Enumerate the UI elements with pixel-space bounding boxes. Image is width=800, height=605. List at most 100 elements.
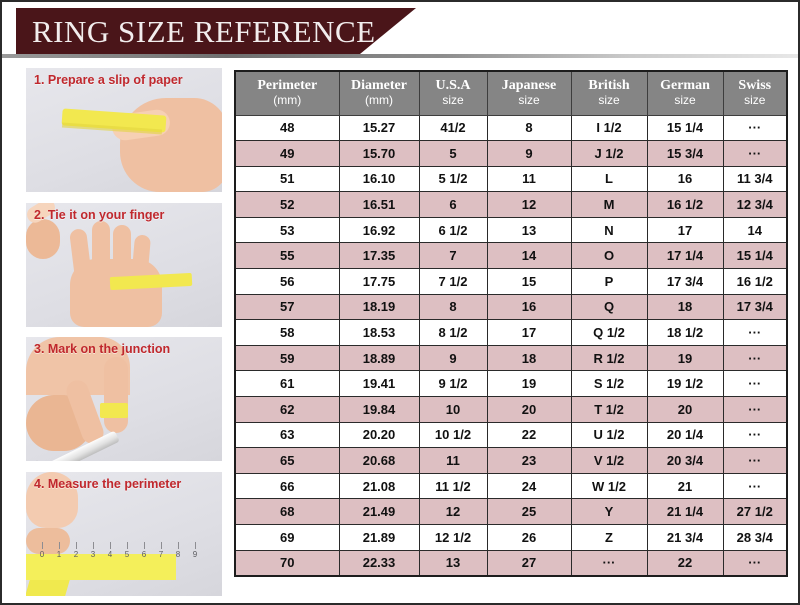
paper-strip (100, 403, 128, 419)
column-header-perimeter[interactable]: Perimeter (mm) (234, 70, 340, 116)
column-header-swiss[interactable]: Swiss size (722, 70, 788, 116)
title-banner: RING SIZE REFERENCE (2, 8, 798, 56)
column-header-sub: size (518, 92, 540, 107)
table-row[interactable]: 55 17.35 7 14 O 17 1/4 15 1/4 (234, 242, 788, 270)
table-row[interactable]: 61 19.41 9 1/2 19 S 1/2 19 1/2 ··· (234, 370, 788, 398)
cell-usa: 9 1/2 (418, 370, 488, 398)
cell-german: 15 1/4 (646, 114, 724, 142)
paper-strip (26, 553, 176, 580)
cell-diameter: 21.08 (338, 472, 420, 500)
ruler-tick (110, 541, 111, 549)
step-1-photo (26, 68, 222, 192)
cell-british: S 1/2 (570, 370, 648, 398)
cell-japanese: 12 (486, 191, 572, 218)
table-row[interactable]: 51 16.10 5 1/2 11 L 16 11 3/4 (234, 165, 788, 193)
cell-swiss: ··· (722, 396, 788, 423)
cell-swiss: ··· (722, 140, 788, 167)
table-row[interactable]: 69 21.89 12 1/2 26 Z 21 3/4 28 3/4 (234, 524, 788, 551)
column-header-main: German (660, 78, 710, 93)
table-row[interactable]: 52 16.51 6 12 M 16 1/2 12 3/4 (234, 191, 788, 218)
cell-british: M (570, 191, 648, 218)
column-header-usa[interactable]: U.S.A size (418, 70, 488, 116)
cell-german: 21 1/4 (646, 498, 724, 525)
table-row[interactable]: 70 22.33 13 27 ··· 22 ··· (234, 549, 788, 577)
table-row[interactable]: 62 19.84 10 20 T 1/2 20 ··· (234, 396, 788, 423)
cell-usa: 6 1/2 (418, 216, 488, 244)
cell-japanese: 20 (486, 396, 572, 423)
cell-swiss: 28 3/4 (722, 524, 788, 551)
cell-japanese: 26 (486, 524, 572, 551)
table-row[interactable]: 53 16.92 6 1/2 13 N 17 14 (234, 216, 788, 244)
ruler-tick-label: 4 (107, 549, 113, 559)
ruler-tick-label: 5 (124, 549, 130, 559)
cell-usa: 7 1/2 (418, 268, 488, 295)
instruction-steps: 1. Prepare a slip of paper 2. Tie it on … (26, 68, 222, 596)
table-row[interactable]: 56 17.75 7 1/2 15 P 17 3/4 16 1/2 (234, 268, 788, 295)
cell-diameter: 18.19 (338, 293, 420, 321)
cell-swiss: 15 1/4 (722, 242, 788, 270)
cell-japanese: 23 (486, 447, 572, 474)
table-row[interactable]: 68 21.49 12 25 Y 21 1/4 27 1/2 (234, 498, 788, 525)
cell-perimeter: 66 (234, 472, 340, 500)
column-header-main: Japanese (501, 78, 557, 93)
table-row[interactable]: 59 18.89 9 18 R 1/2 19 ··· (234, 344, 788, 372)
finger-shape (92, 220, 110, 279)
column-header-british[interactable]: British size (570, 70, 648, 116)
cell-japanese: 16 (486, 293, 572, 321)
cell-british: W 1/2 (570, 472, 648, 500)
cell-japanese: 13 (486, 216, 572, 244)
page-title: RING SIZE REFERENCE (32, 14, 376, 49)
table-row[interactable]: 58 18.53 8 1/2 17 Q 1/2 18 1/2 ··· (234, 319, 788, 346)
cell-perimeter: 70 (234, 549, 340, 577)
cell-diameter: 16.92 (338, 216, 420, 244)
column-header-german[interactable]: German size (646, 70, 724, 116)
cell-swiss: 27 1/2 (722, 498, 788, 525)
column-header-diameter[interactable]: Diameter (mm) (338, 70, 420, 116)
cell-british: J 1/2 (570, 140, 648, 167)
cell-british: R 1/2 (570, 344, 648, 372)
cell-japanese: 9 (486, 140, 572, 167)
cell-swiss: 16 1/2 (722, 268, 788, 295)
cell-perimeter: 63 (234, 421, 340, 449)
cell-british: Q (570, 293, 648, 321)
ruler-tick (127, 541, 128, 549)
cell-diameter: 20.68 (338, 447, 420, 474)
column-header-main: British (588, 78, 630, 93)
cell-perimeter: 62 (234, 396, 340, 423)
table-row[interactable]: 48 15.27 41/2 8 I 1/2 15 1/4 ··· (234, 114, 788, 142)
table-row[interactable]: 65 20.68 11 23 V 1/2 20 3/4 ··· (234, 447, 788, 474)
cell-usa: 11 (418, 447, 488, 474)
ruler-tick-label: 7 (158, 549, 164, 559)
step-3-mark-junction: 3. Mark on the junction (26, 337, 222, 462)
cell-german: 21 3/4 (646, 524, 724, 551)
cell-british: I 1/2 (570, 114, 648, 142)
cell-usa: 12 1/2 (418, 524, 488, 551)
ruler-tick (42, 541, 43, 549)
ruler-tick (178, 541, 179, 549)
cell-swiss: ··· (722, 549, 788, 577)
cell-british: Y (570, 498, 648, 525)
cell-swiss: ··· (722, 472, 788, 500)
cell-german: 17 1/4 (646, 242, 724, 270)
cell-perimeter: 52 (234, 191, 340, 218)
ruler-tick-label: 0 (39, 549, 45, 559)
table-row[interactable]: 57 18.19 8 16 Q 18 17 3/4 (234, 293, 788, 321)
cell-german: 17 (646, 216, 724, 244)
cell-diameter: 15.27 (338, 114, 420, 142)
ruler-tick (144, 541, 145, 549)
cell-japanese: 14 (486, 242, 572, 270)
cell-japanese: 27 (486, 549, 572, 577)
cell-japanese: 15 (486, 268, 572, 295)
table-row[interactable]: 66 21.08 11 1/2 24 W 1/2 21 ··· (234, 472, 788, 500)
table-row[interactable]: 63 20.20 10 1/2 22 U 1/2 20 1/4 ··· (234, 421, 788, 449)
table-body: 48 15.27 41/2 8 I 1/2 15 1/4 ··· 49 15.70 5 9 J 1/2… (234, 114, 788, 577)
table-row[interactable]: 49 15.70 5 9 J 1/2 15 3/4 ··· (234, 140, 788, 167)
column-header-japanese[interactable]: Japanese size (486, 70, 572, 116)
column-header-main: Swiss (738, 78, 772, 93)
cell-perimeter: 55 (234, 242, 340, 270)
cell-british: O (570, 242, 648, 270)
ruler-tick-label: 2 (73, 549, 79, 559)
cell-diameter: 18.89 (338, 344, 420, 372)
cell-diameter: 15.70 (338, 140, 420, 167)
cell-diameter: 22.33 (338, 549, 420, 577)
